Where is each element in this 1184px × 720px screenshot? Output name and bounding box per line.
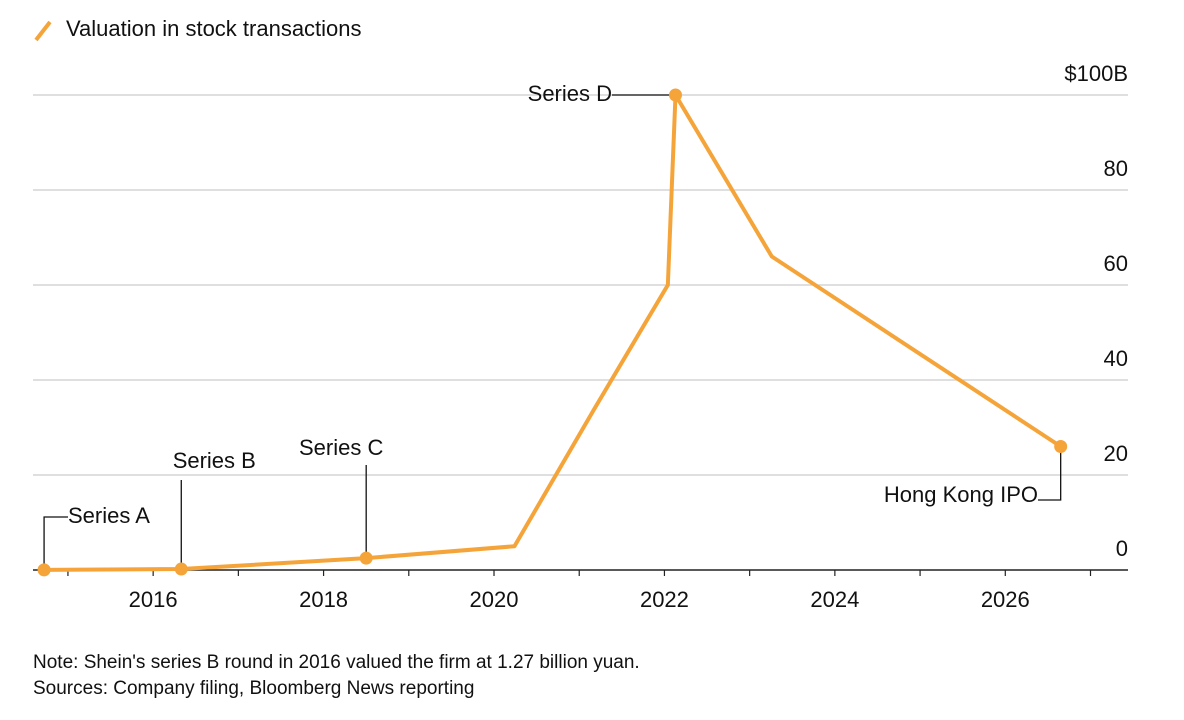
y-tick-label: 20 — [1104, 441, 1128, 466]
point-label: Series D — [528, 81, 612, 106]
legend-swatch — [34, 20, 52, 42]
point-label: Series B — [173, 448, 256, 473]
x-tick-label: 2022 — [640, 587, 689, 612]
x-tick-label: 2018 — [299, 587, 348, 612]
point-label: Series C — [299, 435, 383, 460]
point-label: Hong Kong IPO — [884, 482, 1038, 507]
y-tick-label: $100B — [1064, 61, 1128, 86]
x-tick-label: 2020 — [470, 587, 519, 612]
y-tick-label: 40 — [1104, 346, 1128, 371]
point — [1054, 440, 1068, 453]
point — [174, 562, 188, 576]
y-tick-label: 80 — [1104, 156, 1128, 181]
source: Sources: Company filing, Bloomberg News … — [33, 678, 474, 699]
x-tick-label: 2024 — [810, 587, 859, 612]
line — [44, 93, 1062, 572]
y-tick-label: 60 — [1104, 251, 1128, 276]
point — [359, 551, 373, 565]
note: Note: Shein's series B round in 2016 val… — [33, 652, 640, 673]
point — [669, 88, 683, 102]
leader-line — [43, 516, 68, 570]
y-tick-label: 0 — [1116, 536, 1128, 561]
point — [37, 563, 51, 577]
x-tick-label: 2016 — [129, 587, 178, 612]
point-label: Series A — [68, 503, 150, 528]
leader-line — [1038, 446, 1062, 501]
legend-label: Valuation in stock transactions — [66, 16, 362, 41]
x-tick-label: 2026 — [981, 587, 1030, 612]
